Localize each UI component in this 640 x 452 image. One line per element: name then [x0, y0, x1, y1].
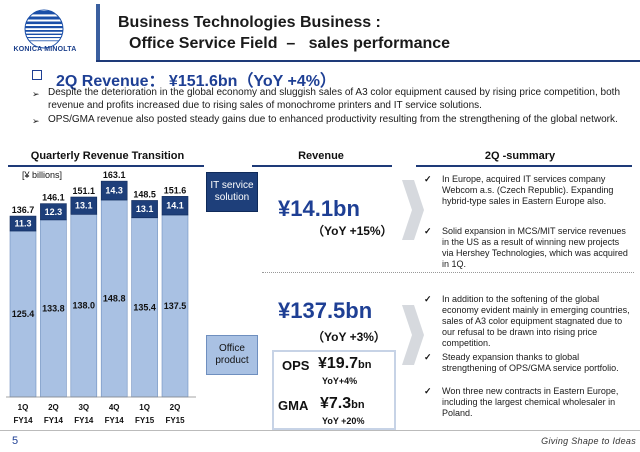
x-tick-fiscal-year: FY14 — [105, 416, 125, 425]
summary-office-1: In addition to the softening of the glob… — [442, 294, 630, 348]
bar-label-office: 137.5 — [164, 301, 187, 311]
summary-it-2: Solid expansion in MCS/MIT service reven… — [442, 226, 628, 269]
arrow-bullet-icon: ➢ — [32, 116, 40, 126]
logo-globe-icon — [24, 9, 64, 49]
ops-label: OPS — [282, 358, 310, 373]
bar-label-office: 125.4 — [12, 309, 35, 319]
ops-yoy: YoY+4% — [322, 376, 358, 386]
chevron-right-icon — [402, 305, 424, 365]
bar-office-product — [40, 219, 67, 398]
bar-office-product — [100, 199, 128, 398]
chevron-right-icon — [402, 180, 424, 240]
header-divider — [96, 60, 640, 62]
revenue-section-rule — [252, 165, 392, 167]
page-title-line2: Office Service Field – sales performance — [129, 35, 451, 52]
x-tick-fiscal-year: FY14 — [44, 416, 64, 425]
legend-it-service: IT service solution — [206, 172, 258, 212]
bar-it-service — [40, 203, 67, 221]
chart-section-rule — [8, 165, 204, 167]
checkmark-icon: ✓ — [424, 352, 432, 362]
bar-label-it: 11.3 — [14, 219, 31, 229]
x-tick-fiscal-year: FY14 — [13, 416, 33, 425]
summary-section-rule — [416, 165, 632, 167]
footer-tagline: Giving Shape to Ideas — [541, 436, 636, 446]
logo-wordmark: KONICA MINOLTA — [13, 46, 77, 53]
summary-office-3: Won three new contracts in Eastern Europ… — [442, 386, 619, 418]
x-tick-fiscal-year: FY15 — [165, 416, 185, 425]
bar-office-product — [161, 214, 189, 398]
x-tick-quarter: 2Q — [48, 403, 59, 412]
x-tick-fiscal-year: FY15 — [135, 416, 155, 425]
bar-it-service — [161, 196, 189, 216]
bar-label-it: 13.1 — [136, 204, 154, 214]
quarterly-revenue-bar-chart: 125.4 11.3 136.7 1Q FY14 133.8 12.3 146.1 2Q FY14… — [6, 170, 196, 425]
bar-label-it: 14.3 — [105, 186, 123, 196]
chart-unit-label: [¥ billions] — [22, 170, 63, 180]
bar-it-service — [100, 180, 128, 201]
summary-section-title: 2Q -summary — [484, 150, 556, 162]
bar-office-product — [70, 214, 98, 398]
ops-gma-box — [272, 350, 396, 430]
bar-office-product — [9, 230, 37, 398]
checkmark-icon: ✓ — [424, 226, 432, 236]
square-bullet-icon — [32, 70, 42, 80]
x-tick-quarter: 3Q — [78, 403, 89, 412]
section-divider — [262, 272, 634, 273]
footer-divider — [0, 430, 640, 431]
it-revenue-amount: ¥14.1bn — [278, 196, 360, 221]
bar-total-label: 146.1 — [42, 193, 65, 203]
bar-it-service — [131, 200, 158, 219]
checkmark-icon: ✓ — [424, 294, 432, 304]
konica-minolta-logo — [4, 6, 84, 66]
x-tick-quarter: 1Q — [139, 403, 150, 412]
office-revenue-amount: ¥137.5bn — [278, 298, 373, 323]
arrow-bullet-icon: ➢ — [32, 89, 40, 99]
legend-office-product: Office product — [206, 335, 258, 375]
x-tick-fiscal-year: FY14 — [74, 416, 94, 425]
paragraph-2: OPS/GMA revenue also posted steady gains… — [48, 114, 618, 125]
bar-total-label: 163.1 — [103, 170, 126, 180]
bar-label-office: 133.8 — [42, 303, 65, 313]
x-tick-quarter: 2Q — [170, 403, 181, 412]
revenue-headline: 2Q Revenue： ¥151.6bn（YoY +4%） — [56, 73, 336, 90]
title-accent-bar — [96, 4, 100, 60]
summary-it-1: In Europe, acquired IT services company … — [442, 174, 614, 206]
bar-label-it: 13.1 — [75, 201, 93, 211]
bar-label-it: 14.1 — [166, 201, 184, 211]
bar-total-label: 136.7 — [12, 205, 35, 215]
bar-total-label: 151.6 — [164, 185, 187, 195]
x-tick-quarter: 1Q — [18, 403, 29, 412]
bar-label-office: 138.0 — [73, 301, 96, 311]
it-revenue-yoy: （YoY +15%） — [312, 224, 393, 238]
summary-office-2: Steady expansion thanks to global streng… — [442, 352, 619, 373]
page-title-line1: Business Technologies Business : — [118, 14, 381, 31]
checkmark-icon: ✓ — [424, 174, 432, 184]
bar-total-label: 148.5 — [133, 189, 156, 199]
page-number: 5 — [12, 435, 19, 447]
bar-label-office: 148.8 — [103, 294, 126, 304]
ops-amount: ¥19.7bn — [318, 355, 372, 372]
bar-it-service — [9, 215, 37, 232]
checkmark-icon: ✓ — [424, 386, 432, 396]
bar-label-it: 12.3 — [45, 207, 63, 217]
bar-it-service — [70, 196, 98, 215]
bar-label-office: 135.4 — [133, 302, 156, 312]
gma-yoy: YoY +20% — [322, 416, 365, 426]
gma-label: GMA — [278, 398, 309, 413]
gma-amount: ¥7.3bn — [320, 395, 365, 412]
office-revenue-yoy: （YoY +3%） — [312, 330, 386, 344]
bar-office-product — [131, 217, 158, 398]
paragraph-1: Despite the deterioration in the global … — [48, 87, 621, 111]
x-tick-quarter: 4Q — [109, 403, 120, 412]
chart-section-title: Quarterly Revenue Transition — [30, 150, 185, 162]
revenue-section-title: Revenue — [298, 150, 344, 162]
bar-total-label: 151.1 — [73, 186, 96, 196]
